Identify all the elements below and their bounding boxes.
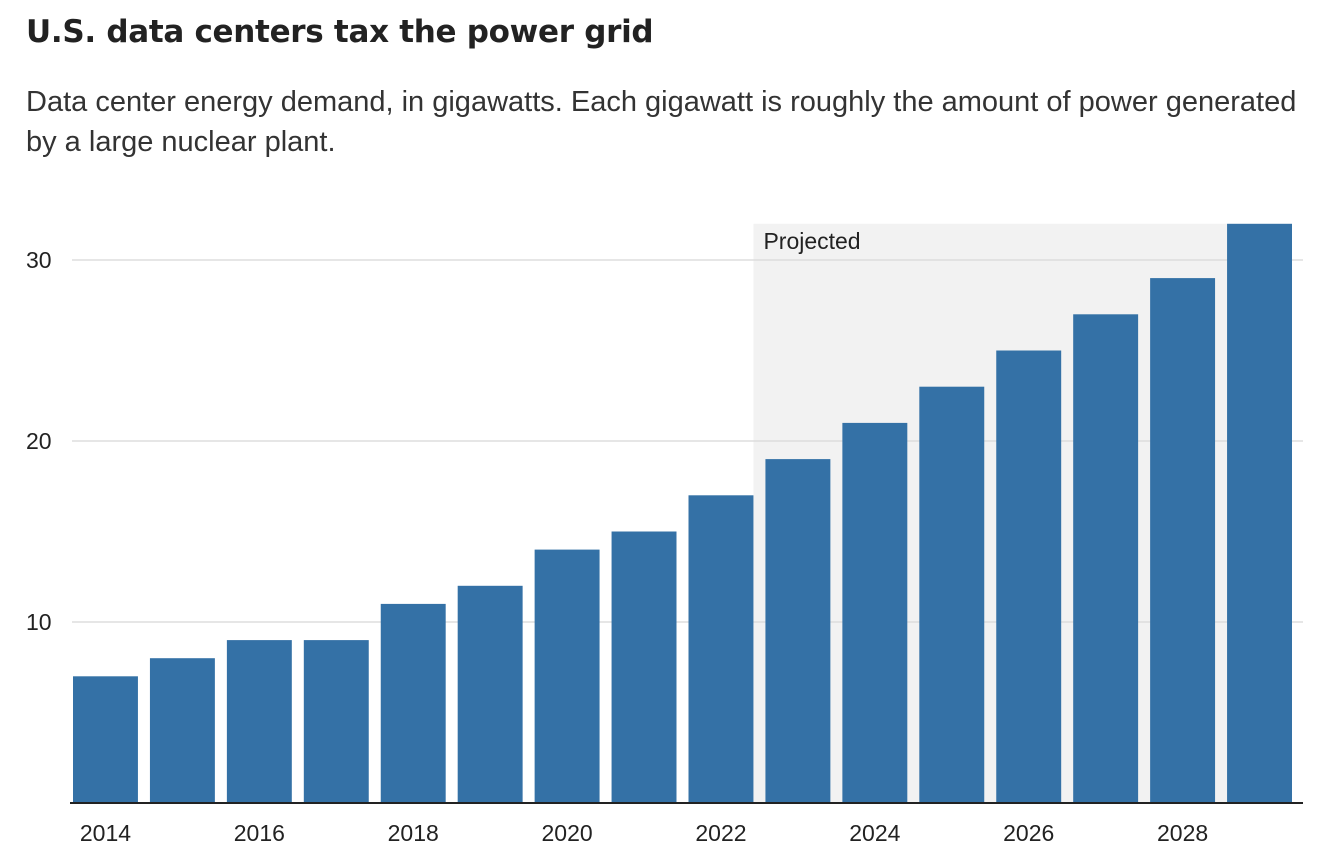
bar-2019 — [457, 585, 523, 803]
bar-2023 — [765, 459, 831, 803]
bar-2014 — [73, 676, 138, 803]
x-tick-label-2022: 2022 — [695, 820, 746, 846]
chart-subtitle: Data center energy demand, in gigawatts.… — [26, 86, 1297, 158]
projected-label: Projected — [763, 228, 860, 254]
bar-2018 — [380, 603, 446, 803]
bar-2029 — [1227, 223, 1292, 804]
x-tick-label-2026: 2026 — [1003, 820, 1054, 846]
bar-2015 — [149, 658, 215, 803]
bar-2022 — [688, 495, 754, 803]
bar-2016 — [226, 640, 292, 803]
y-tick-label-10: 10 — [26, 609, 52, 635]
bar-2020 — [534, 549, 600, 803]
x-tick-label-2028: 2028 — [1157, 820, 1208, 846]
bar-2021 — [611, 531, 677, 803]
chart-title: U.S. data centers tax the power grid — [26, 14, 654, 50]
x-tick-label-2020: 2020 — [542, 820, 593, 846]
x-tick-label-2018: 2018 — [388, 820, 439, 846]
bar-2028 — [1150, 278, 1216, 804]
bar-2026 — [996, 350, 1062, 803]
y-tick-label-20: 20 — [26, 428, 52, 454]
y-tick-label-30: 30 — [26, 247, 52, 273]
x-tick-label-2014: 2014 — [80, 820, 131, 846]
bar-2027 — [1073, 314, 1139, 803]
x-tick-label-2016: 2016 — [234, 820, 285, 846]
bar-2017 — [303, 640, 369, 803]
bar-2024 — [842, 422, 908, 803]
x-tick-label-2024: 2024 — [849, 820, 900, 846]
bar-2025 — [919, 386, 985, 803]
